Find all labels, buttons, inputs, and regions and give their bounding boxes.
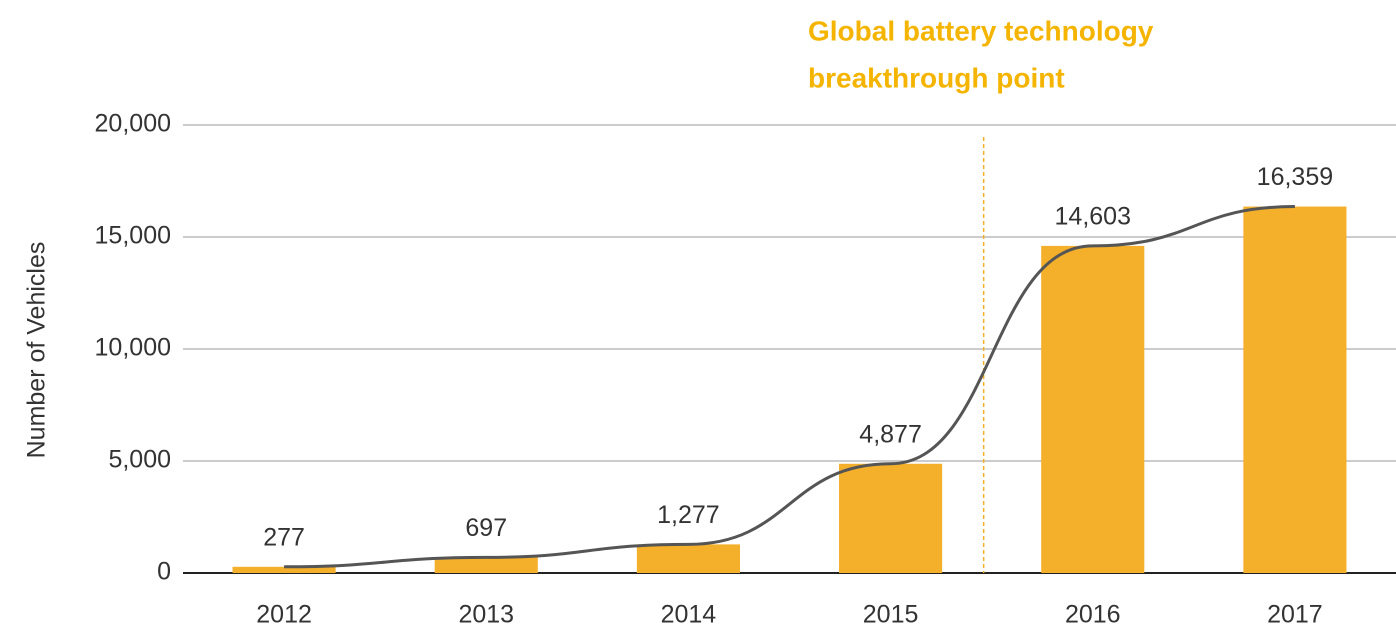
trend-line: [284, 205, 1295, 569]
value-label: 16,359: [1257, 163, 1333, 191]
bar: [1243, 206, 1347, 573]
value-label: 1,277: [657, 501, 720, 529]
y-tick-label: 0: [157, 558, 171, 586]
y-tick-label: 10,000: [95, 334, 171, 362]
bar: [1041, 245, 1145, 573]
bar: [232, 566, 336, 573]
x-tick-label: 2017: [1267, 601, 1323, 629]
y-tick-label: 15,000: [95, 222, 171, 250]
x-tick-label: 2016: [1065, 601, 1121, 629]
bar: [636, 544, 740, 573]
y-axis-label: Number of Vehicles: [23, 242, 51, 459]
bar: [434, 557, 538, 573]
x-tick-label: 2012: [256, 601, 312, 629]
value-label: 277: [263, 523, 305, 551]
y-tick-label: 5,000: [108, 446, 171, 474]
value-label: 697: [465, 514, 507, 542]
annotation: Global battery technology: [808, 15, 1154, 46]
value-label: 4,877: [859, 420, 922, 448]
annotation: breakthrough point: [808, 62, 1065, 93]
x-tick-label: 2013: [458, 601, 514, 629]
x-tick-label: 2015: [863, 601, 919, 629]
bar: [839, 463, 943, 573]
value-label: 14,603: [1055, 203, 1131, 231]
x-tick-label: 2014: [661, 601, 717, 629]
y-tick-label: 20,000: [95, 110, 171, 138]
